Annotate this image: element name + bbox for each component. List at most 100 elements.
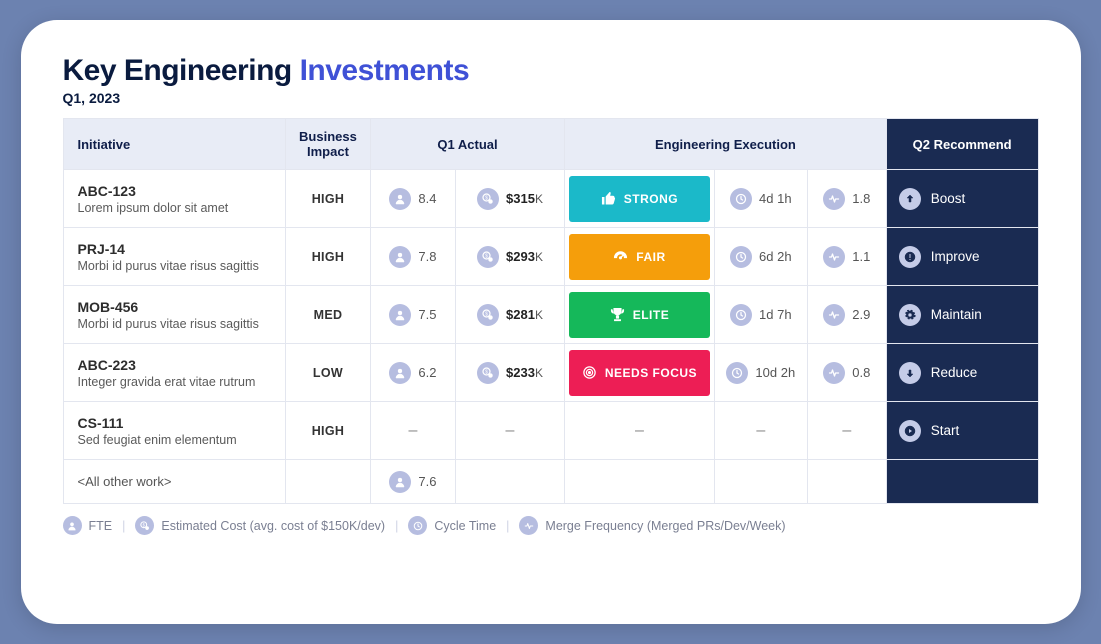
recommend-label: Reduce xyxy=(931,365,978,380)
cost: $281K xyxy=(506,307,543,322)
svg-text:$: $ xyxy=(142,522,145,527)
table-row: PRJ-14 Morbi id purus vitae risus sagitt… xyxy=(63,228,1038,286)
summary-label: <All other work> xyxy=(78,474,172,489)
execution-label: STRONG xyxy=(624,192,678,206)
fte-value: 8.4 xyxy=(418,191,436,206)
pulse-icon xyxy=(823,188,845,210)
initiative-code: CS-111 xyxy=(78,415,271,431)
clock-icon xyxy=(730,246,752,268)
table-header-row: Initiative Business Impact Q1 Actual Eng… xyxy=(63,119,1038,170)
impact-value: HIGH xyxy=(312,424,344,438)
cell-initiative: ABC-223 Integer gravida erat vitae rutru… xyxy=(63,344,285,402)
cell-cycle: 4d 1h xyxy=(714,170,807,228)
cost-metric: $ $315K xyxy=(477,188,543,210)
legend: FTE | $ Estimated Cost (avg. cost of $15… xyxy=(63,516,1039,535)
cell-recommend: Boost xyxy=(886,170,1038,228)
cell-impact: LOW xyxy=(285,344,370,402)
legend-cycle: Cycle Time xyxy=(408,516,496,535)
cost-metric: $$233K xyxy=(477,362,543,384)
fte-value: 7.5 xyxy=(418,307,436,322)
pulse-icon xyxy=(823,304,845,326)
cell-initiative: ABC-123 Lorem ipsum dolor sit amet xyxy=(63,170,285,228)
cell-cost: $$281K xyxy=(455,286,564,344)
col-q1-actual: Q1 Actual xyxy=(370,119,564,170)
cell-initiative: PRJ-14 Morbi id purus vitae risus sagitt… xyxy=(63,228,285,286)
initiative-desc: Morbi id purus vitae risus sagittis xyxy=(78,259,271,273)
legend-sep: | xyxy=(506,519,509,533)
legend-sep: | xyxy=(395,519,398,533)
merge-value-metric: 1.8 xyxy=(823,188,870,210)
cell-fte: 8.4 xyxy=(370,170,455,228)
pulse-icon xyxy=(823,246,845,268)
cycle-value-metric: 10d 2h xyxy=(726,362,795,384)
cell-cost: – xyxy=(455,402,564,460)
impact-value: HIGH xyxy=(312,250,344,264)
person-icon xyxy=(389,246,411,268)
clock-icon xyxy=(730,188,752,210)
alert-icon xyxy=(899,246,921,268)
svg-text:$: $ xyxy=(485,253,488,259)
person-icon xyxy=(63,516,82,535)
cell-recommend: Start xyxy=(886,402,1038,460)
initiative-desc: Integer gravida erat vitae rutrum xyxy=(78,375,271,389)
col-impact: Business Impact xyxy=(285,119,370,170)
merge-value-metric: 0.8 xyxy=(823,362,870,384)
cell-merge: 0.8 xyxy=(807,344,886,402)
investments-table: Initiative Business Impact Q1 Actual Eng… xyxy=(63,118,1039,504)
col-recommend: Q2 Recommend xyxy=(886,119,1038,170)
cell-merge: – xyxy=(807,402,886,460)
empty-dash: – xyxy=(635,422,644,439)
cell-recommend: Improve xyxy=(886,228,1038,286)
gear-icon xyxy=(899,304,921,326)
legend-cost-label: Estimated Cost (avg. cost of $150K/dev) xyxy=(161,519,385,533)
empty-dash: – xyxy=(408,422,417,439)
table-row: CS-111 Sed feugiat enim elementum HIGH – –… xyxy=(63,402,1038,460)
clock-icon xyxy=(408,516,427,535)
fte-value-metric: 7.6 xyxy=(389,471,436,493)
cell-merge: 2.9 xyxy=(807,286,886,344)
empty-dash: – xyxy=(756,422,765,439)
cell-merge: 1.8 xyxy=(807,170,886,228)
execution-label: NEEDS FOCUS xyxy=(605,366,697,380)
money-icon: $ xyxy=(477,362,499,384)
cell-cycle xyxy=(714,460,807,504)
cycle-value: 4d 1h xyxy=(759,191,792,206)
cell-execution: ELITE xyxy=(565,286,715,344)
initiative-desc: Sed feugiat enim elementum xyxy=(78,433,271,447)
recommend-label: Boost xyxy=(931,191,966,206)
cell-merge: 1.1 xyxy=(807,228,886,286)
person-icon xyxy=(389,471,411,493)
cost-metric: $$293K xyxy=(477,246,543,268)
execution-badge-strong: STRONG xyxy=(569,176,710,222)
impact-value: LOW xyxy=(313,366,343,380)
cell-impact: HIGH xyxy=(285,170,370,228)
initiative-code: ABC-223 xyxy=(78,357,271,373)
pulse-icon xyxy=(823,362,845,384)
cost: $315K xyxy=(506,191,543,206)
table-row: ABC-223 Integer gravida erat vitae rutru… xyxy=(63,344,1038,402)
recommend-start: Start xyxy=(899,420,1026,442)
person-icon xyxy=(389,188,411,210)
cost-metric: $$281K xyxy=(477,304,543,326)
svg-text:$: $ xyxy=(485,369,488,375)
initiative-desc: Morbi id purus vitae risus sagittis xyxy=(78,317,271,331)
fte-value-metric: 7.8 xyxy=(389,246,436,268)
table-row: MOB-456 Morbi id purus vitae risus sagit… xyxy=(63,286,1038,344)
cell-merge xyxy=(807,460,886,504)
recommend-label: Improve xyxy=(931,249,980,264)
table-summary-row: <All other work> 7.6 xyxy=(63,460,1038,504)
merge-value: 1.1 xyxy=(852,249,870,264)
title-accent: Investments xyxy=(300,54,470,87)
cell-recommend: Reduce xyxy=(886,344,1038,402)
cell-cost xyxy=(455,460,564,504)
money-icon: $ xyxy=(477,188,499,210)
arrow-up-icon xyxy=(899,188,921,210)
execution-badge-needs_focus: NEEDS FOCUS xyxy=(569,350,710,396)
play-icon xyxy=(899,420,921,442)
svg-text:$: $ xyxy=(485,195,488,201)
cell-cycle: – xyxy=(714,402,807,460)
cell-execution: NEEDS FOCUS xyxy=(565,344,715,402)
fte-value: 6.2 xyxy=(418,365,436,380)
cell-recommend: Maintain xyxy=(886,286,1038,344)
initiative-desc: Lorem ipsum dolor sit amet xyxy=(78,201,271,215)
